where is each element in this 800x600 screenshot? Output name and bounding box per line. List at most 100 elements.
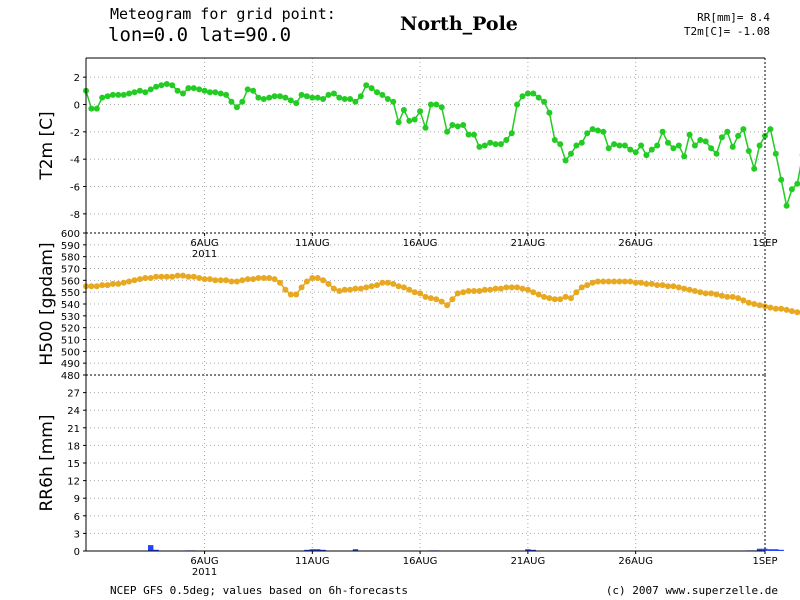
h500-data-point xyxy=(406,286,413,293)
rr6h-bar xyxy=(304,549,310,551)
t2m-data-point xyxy=(681,153,688,160)
h500-data-point xyxy=(708,290,715,297)
station-name: North_Pole xyxy=(400,13,518,35)
t2m-data-point xyxy=(697,137,704,143)
h500-data-point xyxy=(433,296,440,303)
t2m-data-point xyxy=(336,94,343,101)
h500-data-point xyxy=(217,277,224,284)
h500-data-point xyxy=(266,275,273,281)
t2m-data-point xyxy=(196,86,203,93)
t2m-data-point xyxy=(670,145,677,152)
t2m-data-point xyxy=(541,98,548,105)
y-tick-label: -2 xyxy=(70,128,80,139)
t2m-data-point xyxy=(654,142,661,149)
h500-data-point xyxy=(390,280,397,287)
h500-data-point xyxy=(379,279,386,286)
h500-data-point xyxy=(611,278,618,285)
rr6h-bar xyxy=(773,549,779,551)
y-tick-label: 600 xyxy=(61,229,80,240)
h500-data-point xyxy=(573,289,580,296)
rr6h-bar xyxy=(320,549,326,551)
t2m-data-point xyxy=(115,91,122,98)
h500-data-point xyxy=(330,285,337,292)
t2m-data-point xyxy=(298,91,305,98)
t2m-data-point xyxy=(433,101,440,108)
h500-data-point xyxy=(260,275,267,281)
h500-data-point xyxy=(303,278,310,285)
t2m-data-point xyxy=(185,85,192,92)
t2m-data-point xyxy=(551,137,558,143)
t2m-data-point xyxy=(147,86,154,93)
t2m-data-point xyxy=(508,130,515,137)
t2m-data-point xyxy=(417,108,424,115)
h500-data-point xyxy=(142,275,149,281)
x-tick-label: 21AUG xyxy=(511,556,546,567)
t2m-data-point xyxy=(557,141,564,148)
y-tick-label: 560 xyxy=(61,276,80,287)
t2m-data-point xyxy=(594,127,601,134)
t2m-data-point xyxy=(675,142,682,149)
h500-data-point xyxy=(212,277,219,284)
t2m-data-point xyxy=(93,105,100,112)
h500-data-point xyxy=(454,290,461,297)
h500-data-point xyxy=(562,293,569,300)
t2m-data-point xyxy=(616,142,623,149)
h500-data-point xyxy=(314,275,321,281)
t2m-data-point xyxy=(465,131,472,138)
h500-data-point xyxy=(686,286,693,293)
t2m-data-point xyxy=(444,128,451,135)
rr6h-bar xyxy=(762,548,768,551)
t2m-data-point xyxy=(287,97,294,104)
h500-data-point xyxy=(648,280,655,287)
t2m-data-point xyxy=(788,186,795,193)
t2m-data-point xyxy=(303,93,310,100)
h500-data-point xyxy=(745,299,752,306)
t2m-data-point xyxy=(535,94,542,101)
rr6h-bar xyxy=(352,549,359,551)
h500-data-point xyxy=(325,280,332,287)
t2m-data-point xyxy=(233,104,240,111)
t2m-data-point xyxy=(363,82,370,89)
x-tick-label: 16AUG xyxy=(403,238,438,249)
h500-data-point xyxy=(751,301,758,307)
h500-data-point xyxy=(239,277,246,284)
t2m-data-point xyxy=(794,180,800,187)
rr6h-bar xyxy=(153,549,159,551)
t2m-data-point xyxy=(665,139,671,146)
y-tick-label: 2 xyxy=(74,73,80,84)
h500-data-point xyxy=(427,295,434,302)
h500-data-point xyxy=(546,295,553,302)
x-tick-year: 2011 xyxy=(192,249,217,260)
t2m-data-point xyxy=(341,96,348,102)
x-tick-label: 11AUG xyxy=(295,238,330,249)
h500-data-point xyxy=(616,278,623,285)
t2m-data-point xyxy=(131,89,138,96)
y-tick-label: 3 xyxy=(74,529,80,540)
t2m-data-point xyxy=(180,90,186,97)
h500-data-point xyxy=(320,277,327,284)
x-tick-label: 6AUG xyxy=(190,238,218,249)
t2m-data-point xyxy=(584,130,591,137)
t2m-data-point xyxy=(729,143,736,150)
data-source-note: NCEP GFS 0.5deg; values based on 6h-fore… xyxy=(110,584,409,597)
h500-data-point xyxy=(638,279,645,286)
t2m-data-point xyxy=(621,142,628,149)
t2m-data-point xyxy=(320,96,327,102)
x-tick-label: 26AUG xyxy=(618,556,653,567)
h500-data-point xyxy=(271,276,278,283)
t2m-data-point xyxy=(206,89,213,96)
h500-data-point xyxy=(201,276,208,283)
y-tick-label: 530 xyxy=(61,312,80,323)
h500-data-point xyxy=(691,288,698,294)
h500-data-point xyxy=(460,289,467,296)
h500-data-point xyxy=(541,293,548,300)
h500-data-point xyxy=(384,279,391,286)
t2m-data-point xyxy=(120,91,127,98)
t2m-data-point xyxy=(347,96,354,102)
y-axis-label: RR6h [mm] xyxy=(37,414,57,511)
y-tick-label: 480 xyxy=(61,371,80,382)
h500-data-point xyxy=(735,295,742,302)
t2m-data-point xyxy=(767,126,774,133)
h500-data-point xyxy=(368,283,375,290)
h500-data-point xyxy=(643,280,650,287)
